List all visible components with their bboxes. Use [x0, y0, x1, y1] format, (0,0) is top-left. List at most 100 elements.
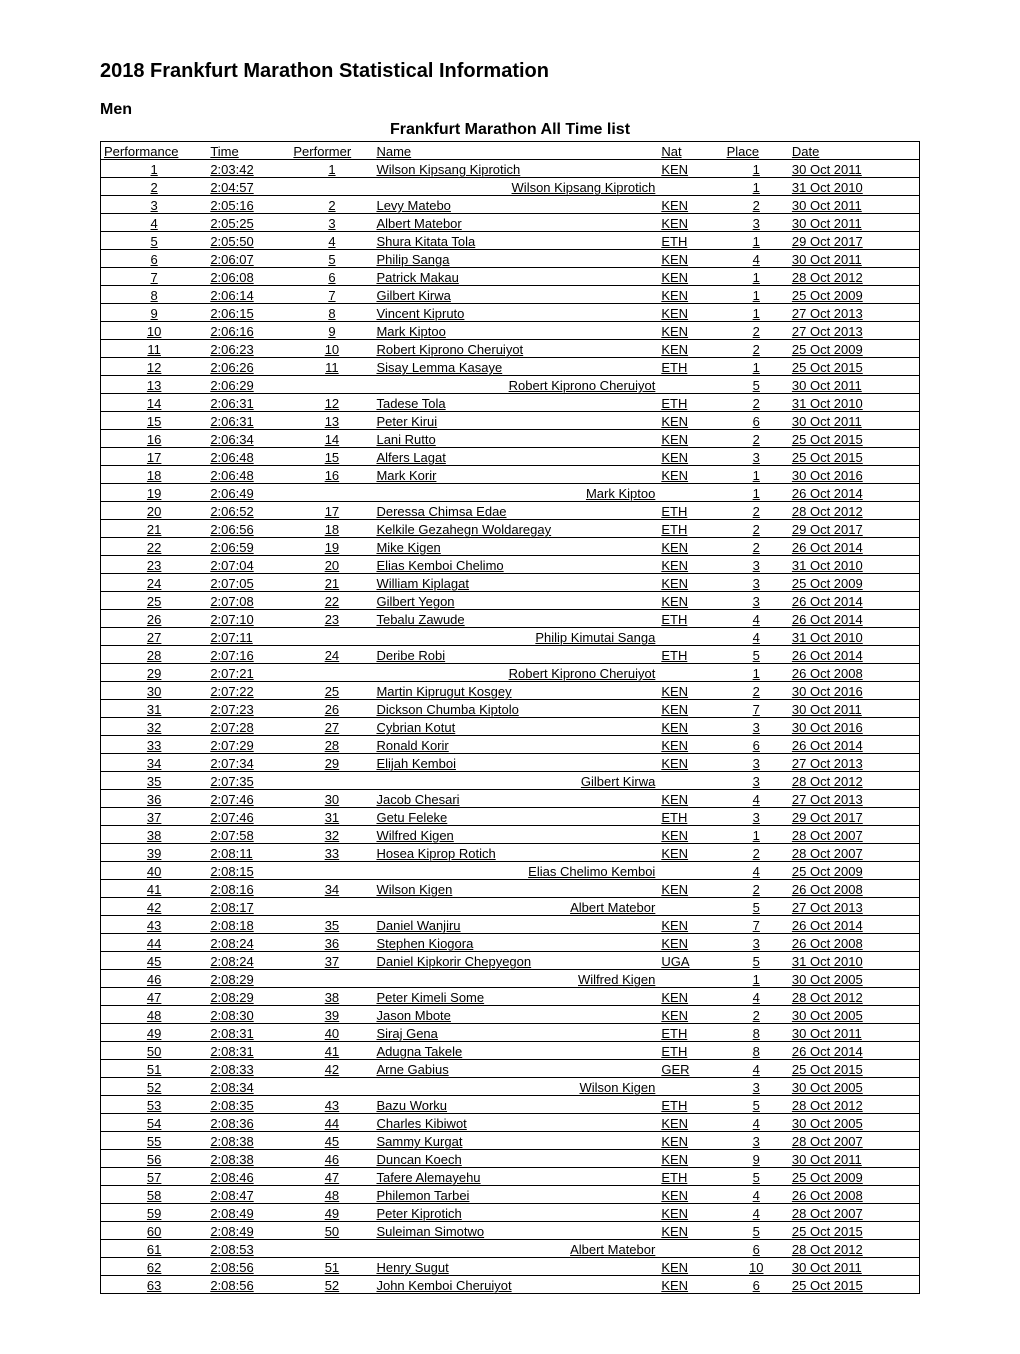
cell: 2:07:46: [207, 790, 290, 808]
cell: 2:08:18: [207, 916, 290, 934]
cell: Jason Mbote: [373, 1006, 658, 1024]
cell: 43: [101, 916, 208, 934]
cell: 5: [724, 376, 789, 394]
cell: [658, 376, 723, 394]
table-row: 572:08:4647Tafere AlemayehuETH525 Oct 20…: [101, 1168, 920, 1186]
table-row: 112:06:2310Robert Kiprono CheruiyotKEN22…: [101, 340, 920, 358]
cell: 30 Oct 2016: [789, 718, 920, 736]
cell: 10: [101, 322, 208, 340]
cell: 3: [724, 772, 789, 790]
cell: 2:06:16: [207, 322, 290, 340]
cell: 42: [290, 1060, 373, 1078]
cell: 62: [101, 1258, 208, 1276]
cell: 2:06:31: [207, 412, 290, 430]
cell: ETH: [658, 1168, 723, 1186]
cell: 35: [290, 916, 373, 934]
table-row: 412:08:1634Wilson KigenKEN226 Oct 2008: [101, 880, 920, 898]
cell: 48: [290, 1186, 373, 1204]
cell: Martin Kiprugut Kosgey: [373, 682, 658, 700]
cell: Tebalu Zawude: [373, 610, 658, 628]
cell: [658, 1078, 723, 1096]
cell: 4: [724, 250, 789, 268]
table-row: 232:07:0420Elias Kemboi ChelimoKEN331 Oc…: [101, 556, 920, 574]
cell: 10: [724, 1258, 789, 1276]
cell: KEN: [658, 700, 723, 718]
cell: 11: [290, 358, 373, 376]
cell: 28 Oct 2012: [789, 268, 920, 286]
cell: KEN: [658, 1132, 723, 1150]
table-row: 122:06:2611Sisay Lemma KasayeETH125 Oct …: [101, 358, 920, 376]
cell: Patrick Makau: [373, 268, 658, 286]
table-row: 632:08:5652John Kemboi CheruiyotKEN625 O…: [101, 1276, 920, 1294]
cell: 2:08:31: [207, 1042, 290, 1060]
cell: [658, 628, 723, 646]
cell: 2:07:34: [207, 754, 290, 772]
cell: Charles Kibiwot: [373, 1114, 658, 1132]
cell: 15: [101, 412, 208, 430]
cell: 2:07:58: [207, 826, 290, 844]
cell: 25: [290, 682, 373, 700]
table-row: 222:06:5919Mike KigenKEN226 Oct 2014: [101, 538, 920, 556]
cell: Vincent Kipruto: [373, 304, 658, 322]
cell: 18: [290, 520, 373, 538]
cell: 30: [290, 790, 373, 808]
cell: 19: [101, 484, 208, 502]
cell: 14: [101, 394, 208, 412]
cell: 2:04:57: [207, 178, 290, 196]
cell: 37: [290, 952, 373, 970]
cell: 4: [724, 862, 789, 880]
cell: 28 Oct 2007: [789, 1204, 920, 1222]
col-date: Date: [789, 142, 920, 160]
cell: 1: [724, 358, 789, 376]
cell: 25 Oct 2009: [789, 574, 920, 592]
cell: KEN: [658, 844, 723, 862]
cell: 4: [724, 790, 789, 808]
cell: 45: [101, 952, 208, 970]
cell: [290, 484, 373, 502]
cell: 57: [101, 1168, 208, 1186]
cell: 22: [101, 538, 208, 556]
table-row: 552:08:3845Sammy KurgatKEN328 Oct 2007: [101, 1132, 920, 1150]
cell: Levy Matebo: [373, 196, 658, 214]
cell: KEN: [658, 826, 723, 844]
table-row: 302:07:2225Martin Kiprugut KosgeyKEN230 …: [101, 682, 920, 700]
table-row: 252:07:0822Gilbert YegonKEN326 Oct 2014: [101, 592, 920, 610]
cell: 3: [724, 1078, 789, 1096]
cell: 2:07:22: [207, 682, 290, 700]
cell: Robert Kiprono Cheruiyot: [373, 376, 658, 394]
table-row: 532:08:3543Bazu WorkuETH528 Oct 2012: [101, 1096, 920, 1114]
page-title: 2018 Frankfurt Marathon Statistical Info…: [100, 60, 920, 83]
cell: 35: [101, 772, 208, 790]
cell: 2:06:29: [207, 376, 290, 394]
table-row: 312:07:2326Dickson Chumba KiptoloKEN730 …: [101, 700, 920, 718]
cell: 2:08:16: [207, 880, 290, 898]
cell: ETH: [658, 1096, 723, 1114]
cell: 1: [724, 304, 789, 322]
table-row: 282:07:1624Deribe RobiETH526 Oct 2014: [101, 646, 920, 664]
cell: Gilbert Yegon: [373, 592, 658, 610]
cell: 27 Oct 2013: [789, 898, 920, 916]
cell: 30 Oct 2005: [789, 970, 920, 988]
cell: 5: [724, 1096, 789, 1114]
cell: KEN: [658, 268, 723, 286]
cell: 2:06:48: [207, 448, 290, 466]
cell: 2: [724, 880, 789, 898]
cell: 2:05:50: [207, 232, 290, 250]
cell: 5: [724, 646, 789, 664]
cell: ETH: [658, 610, 723, 628]
cell: 28 Oct 2012: [789, 1096, 920, 1114]
cell: Duncan Koech: [373, 1150, 658, 1168]
cell: 26: [101, 610, 208, 628]
cell: Robert Kiprono Cheruiyot: [373, 664, 658, 682]
cell: Kelkile Gezahegn Woldaregay: [373, 520, 658, 538]
cell: 3: [724, 448, 789, 466]
cell: 39: [101, 844, 208, 862]
cell: KEN: [658, 988, 723, 1006]
cell: 2: [724, 502, 789, 520]
cell: 2:08:29: [207, 988, 290, 1006]
cell: Philip Sanga: [373, 250, 658, 268]
cell: 16: [290, 466, 373, 484]
cell: 2: [724, 520, 789, 538]
cell: 41: [290, 1042, 373, 1060]
cell: 25 Oct 2015: [789, 1276, 920, 1294]
